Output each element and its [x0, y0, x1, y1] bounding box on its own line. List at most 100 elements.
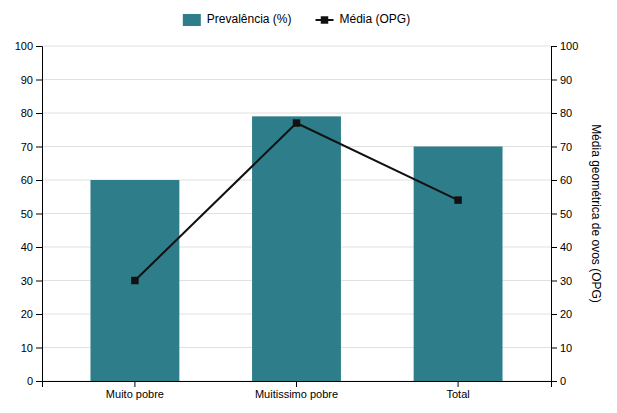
tick-label: 100	[560, 40, 578, 52]
grid	[42, 46, 551, 381]
tick: 40	[21, 241, 42, 253]
tick-label: 80	[21, 107, 33, 119]
tick-mark	[551, 80, 557, 81]
legend-label: Prevalência (%)	[207, 12, 292, 26]
tick-mark	[36, 80, 42, 81]
tick-label: 20	[21, 308, 33, 320]
tick: 0	[551, 375, 566, 387]
tick-mark	[296, 381, 297, 387]
tick-mark	[551, 214, 557, 215]
tick: 50	[21, 208, 42, 220]
tick-label: 50	[560, 208, 572, 220]
y-axis: 0 10 20 30 40 50 60 70 80 90 100	[15, 40, 43, 387]
tick-mark	[36, 46, 42, 47]
grid-line	[42, 113, 551, 114]
tick-mark	[36, 113, 42, 114]
tick-label: Muito pobre	[106, 388, 164, 400]
tick-mark	[458, 381, 459, 387]
marks	[90, 116, 502, 381]
chart: Muito pobre Muitissimo pobre Total 0 10 20 30 4…	[0, 0, 617, 413]
y2-axis: 0 10 20 30 40 50 60 70 80 90 100	[551, 40, 578, 387]
tick: 90	[21, 74, 42, 86]
tick-mark	[134, 381, 135, 387]
tick: 100	[551, 40, 578, 52]
tick-mark	[36, 381, 42, 382]
tick-label: 90	[560, 74, 572, 86]
series-bar	[90, 116, 502, 381]
tick: 70	[21, 141, 42, 153]
legend: Prevalência (%) Média (OPG)	[183, 12, 410, 26]
axis-line	[43, 382, 552, 388]
tick-mark	[551, 281, 557, 282]
line	[135, 123, 458, 280]
tick: 60	[21, 174, 42, 186]
legend-item: Prevalência (%)	[183, 12, 292, 26]
tick-mark	[36, 247, 42, 248]
tick-label: Muitissimo pobre	[255, 388, 338, 400]
tick-label: 20	[560, 308, 572, 320]
bar	[90, 180, 179, 381]
marker	[293, 119, 300, 126]
tick-label: 30	[21, 275, 33, 287]
legend-marker	[321, 16, 328, 23]
tick-mark	[36, 314, 42, 315]
x-axis: Muito pobre Muitissimo pobre Total	[43, 381, 552, 400]
legend-swatch	[183, 14, 201, 26]
tick-label: 100	[15, 40, 33, 52]
tick: 80	[551, 107, 572, 119]
tick: 70	[551, 141, 572, 153]
tick: 90	[551, 74, 572, 86]
tick: 20	[21, 308, 42, 320]
tick: 30	[21, 275, 42, 287]
tick: Muito pobre	[106, 381, 164, 400]
tick-label: 40	[560, 241, 572, 253]
tick: Total	[446, 381, 469, 400]
y2-axis-title: Média geométrica de ovos (OPG)	[589, 124, 603, 303]
tick-label: 30	[560, 275, 572, 287]
tick-label: 70	[560, 141, 572, 153]
tick-label: 60	[21, 174, 33, 186]
tick-mark	[36, 180, 42, 181]
tick-label: 60	[560, 174, 572, 186]
tick-mark	[551, 314, 557, 315]
legend-label: Média (OPG)	[340, 12, 411, 26]
tick-mark	[551, 348, 557, 349]
tick-label: 40	[21, 241, 33, 253]
tick-label: Total	[446, 388, 469, 400]
tick-mark	[36, 147, 42, 148]
axis-line	[552, 47, 558, 382]
tick-mark	[551, 381, 557, 382]
tick: 100	[15, 40, 42, 52]
tick-label: 70	[21, 141, 33, 153]
tick-mark	[551, 113, 557, 114]
tick: 50	[551, 208, 572, 220]
grid-line	[42, 79, 551, 80]
tick-mark	[36, 281, 42, 282]
tick: Muitissimo pobre	[255, 381, 338, 400]
tick-mark	[551, 46, 557, 47]
tick-label: 10	[560, 342, 572, 354]
tick: 10	[551, 342, 572, 354]
tick: 20	[551, 308, 572, 320]
tick: 80	[21, 107, 42, 119]
series-line	[131, 119, 462, 284]
axis-line	[36, 47, 43, 382]
plot: Muito pobre Muitissimo pobre Total 0 10 20 30 4…	[15, 40, 579, 400]
legend-item: Média (OPG)	[316, 12, 411, 26]
tick: 40	[551, 241, 572, 253]
tick: 0	[27, 375, 42, 387]
tick-label: 10	[21, 342, 33, 354]
tick-label: 0	[560, 375, 566, 387]
tick-mark	[551, 180, 557, 181]
bar	[252, 116, 341, 381]
tick-label: 0	[27, 375, 33, 387]
tick-mark	[551, 147, 557, 148]
bar	[414, 147, 503, 382]
marker	[454, 196, 461, 203]
tick-label: 90	[21, 74, 33, 86]
tick-label: 80	[560, 107, 572, 119]
tick-label: 50	[21, 208, 33, 220]
tick-mark	[36, 214, 42, 215]
tick-mark	[551, 247, 557, 248]
grid-line	[42, 46, 551, 47]
